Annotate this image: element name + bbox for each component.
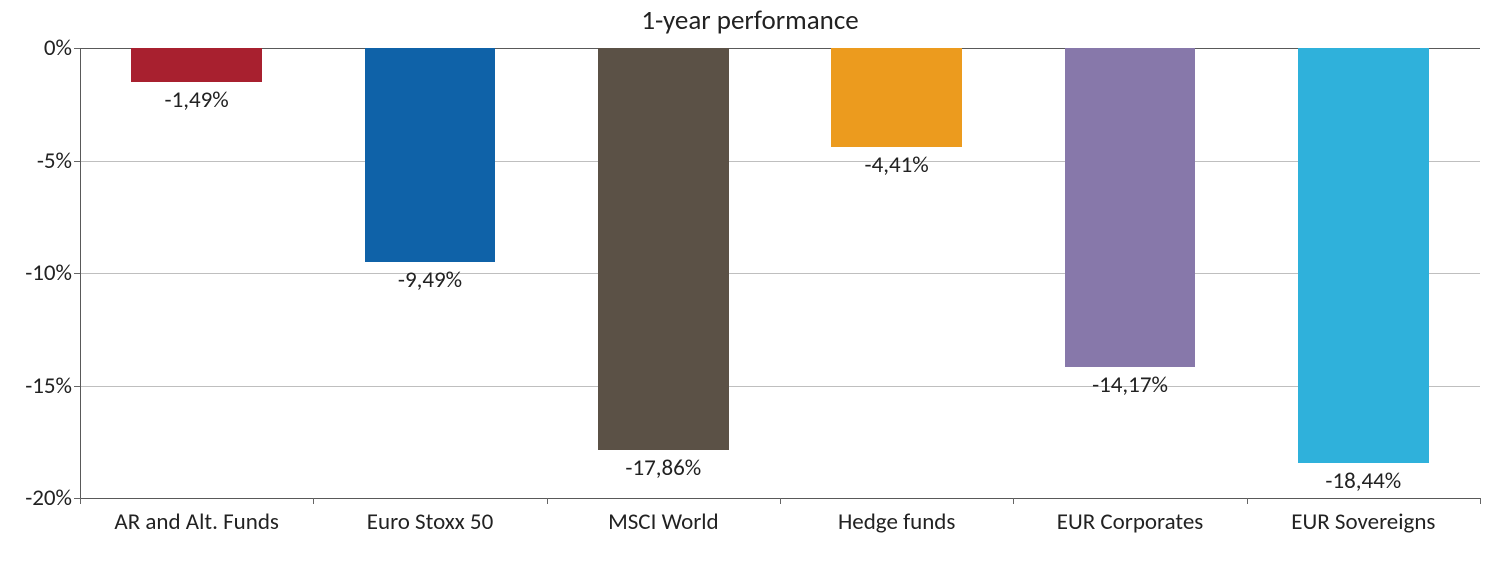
category-label: AR and Alt. Funds [114, 508, 279, 536]
y-tick-label: -5% [37, 147, 80, 175]
bar [1065, 48, 1196, 367]
x-tick-mark [80, 498, 81, 504]
category-label: MSCI World [608, 508, 719, 536]
bar-value-label: -18,44% [1325, 467, 1401, 495]
y-tick-label: 0% [44, 34, 80, 62]
gridline [80, 161, 1480, 162]
y-tick-label: -20% [25, 484, 80, 512]
x-tick-mark [1247, 498, 1248, 504]
bar [365, 48, 496, 262]
category-label: Euro Stoxx 50 [367, 508, 493, 536]
gridline [80, 273, 1480, 274]
bar [598, 48, 729, 450]
bar-value-label: -1,49% [165, 86, 229, 114]
bar-value-label: -14,17% [1092, 371, 1168, 399]
y-axis-line [80, 48, 81, 498]
x-tick-mark [547, 498, 548, 504]
bar [131, 48, 262, 82]
x-tick-mark [1480, 498, 1481, 504]
bar-value-label: -4,41% [865, 151, 929, 179]
x-tick-mark [1013, 498, 1014, 504]
gridline [80, 48, 1480, 49]
category-label: EUR Sovereigns [1291, 508, 1435, 536]
bar-value-label: -9,49% [398, 266, 462, 294]
performance-chart: 1-year performance 0%-5%-10%-15%-20%-1,4… [0, 0, 1500, 564]
x-tick-mark [780, 498, 781, 504]
gridline [80, 386, 1480, 387]
plot-area: 0%-5%-10%-15%-20%-1,49%AR and Alt. Funds… [80, 48, 1480, 498]
category-label: EUR Corporates [1057, 508, 1204, 536]
bar [1298, 48, 1429, 463]
chart-title: 1-year performance [0, 4, 1500, 37]
y-tick-label: -15% [25, 372, 80, 400]
x-tick-mark [313, 498, 314, 504]
category-label: Hedge funds [838, 508, 955, 536]
bar-value-label: -17,86% [625, 454, 701, 482]
bar [831, 48, 962, 147]
y-tick-label: -10% [25, 259, 80, 287]
